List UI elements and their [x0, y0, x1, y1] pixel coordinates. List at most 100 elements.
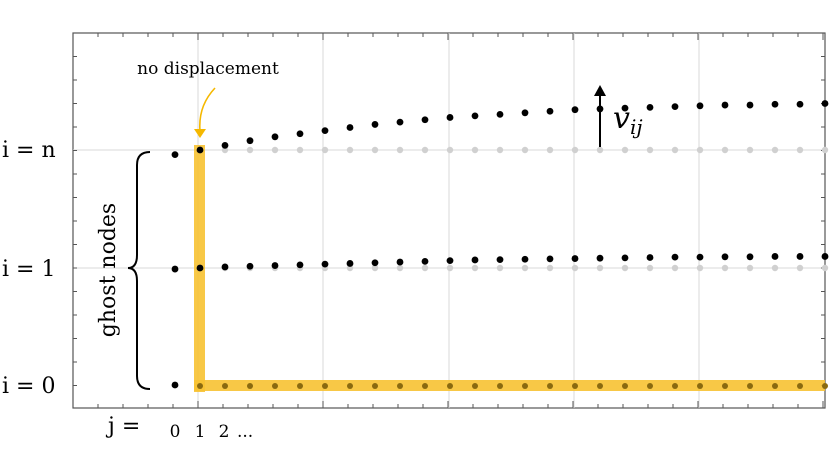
fixed-node-row-0 — [547, 383, 553, 389]
reference-node — [421, 264, 429, 272]
displaced-node — [296, 130, 304, 138]
reference-node — [821, 146, 829, 154]
fixed-node-row-0 — [472, 383, 478, 389]
fixed-node-row-0 — [347, 383, 353, 389]
reference-node — [596, 264, 604, 272]
displaced-node — [671, 103, 679, 110]
fixed-node-row-0 — [372, 383, 378, 389]
column-label-1: 1 — [195, 422, 206, 442]
displaced-node — [371, 259, 379, 267]
fixed-node-row-0 — [722, 383, 728, 389]
displaced-node — [571, 255, 579, 262]
displaced-node — [721, 101, 729, 109]
fixed-node-row-0 — [572, 383, 578, 389]
displaced-node — [346, 124, 354, 131]
displaced-node — [221, 141, 229, 149]
fixed-node-row-0 — [247, 383, 253, 389]
displaced-node — [746, 101, 754, 109]
reference-node — [346, 146, 354, 154]
displaced-node — [271, 262, 279, 269]
fixed-node-row-0 — [222, 383, 228, 389]
displaced-node — [171, 151, 179, 159]
reference-node — [546, 146, 554, 154]
no-displacement-label: no displacement — [137, 59, 279, 79]
displaced-node — [271, 133, 279, 141]
reference-node — [271, 146, 279, 154]
fixed-node-row-0 — [422, 383, 428, 389]
reference-node — [646, 146, 654, 154]
reference-node — [496, 264, 504, 272]
reference-node — [321, 146, 329, 154]
displaced-node — [721, 253, 729, 261]
fixed-node-row-0 — [397, 383, 403, 389]
reference-node — [721, 146, 729, 154]
reference-node — [571, 146, 579, 154]
reference-node — [696, 146, 704, 154]
reference-node — [696, 264, 704, 272]
no-displacement-arrow-line — [198, 87, 216, 132]
reference-node — [771, 264, 779, 272]
fixed-node-row-0 — [822, 383, 828, 389]
displaced-node — [746, 253, 754, 261]
column-label-prefix: j = — [105, 414, 140, 439]
reference-node — [646, 264, 654, 272]
displaced-node — [396, 258, 404, 266]
fixed-node-row-0 — [497, 383, 503, 389]
fixed-node-row-0 — [597, 383, 603, 389]
displaced-node — [321, 260, 329, 268]
displaced-node — [621, 254, 629, 262]
displaced-node — [621, 104, 629, 112]
row-label-n: i = n — [2, 138, 56, 163]
displaced-node — [446, 114, 454, 121]
reference-node — [396, 146, 404, 154]
reference-node — [496, 146, 504, 154]
reference-nodes — [196, 146, 829, 272]
reference-node — [571, 264, 579, 272]
displaced-node — [446, 257, 454, 265]
displaced-node — [821, 253, 829, 260]
displaced-node — [696, 253, 704, 261]
fixed-node-row-0 — [672, 383, 678, 389]
reference-node — [621, 264, 629, 272]
fixed-node-row-0 — [772, 383, 778, 389]
reference-node — [821, 264, 829, 272]
fixed-node-row-0 — [447, 383, 453, 389]
reference-node — [421, 146, 429, 154]
reference-node — [521, 264, 529, 272]
reference-node — [671, 146, 679, 154]
displaced-node — [671, 253, 679, 261]
fixed-node-row-0 — [522, 383, 528, 389]
displacement-symbol: v — [613, 101, 630, 136]
reference-node — [446, 264, 454, 272]
ghost-nodes-label: ghost nodes — [96, 203, 121, 337]
displaced-node — [246, 137, 254, 145]
reference-node — [546, 264, 554, 272]
displaced-node — [346, 260, 354, 267]
reference-node — [246, 146, 254, 154]
displaced-node — [771, 100, 779, 108]
displaced-node — [796, 100, 804, 108]
displaced-node — [546, 255, 554, 263]
ghost-node-row-0 — [171, 381, 179, 389]
displaced-node — [796, 253, 804, 260]
reference-node — [296, 146, 304, 154]
displaced-node — [521, 109, 529, 117]
reference-node — [521, 146, 529, 154]
reference-node — [796, 146, 804, 154]
displacement-label: vij — [613, 101, 643, 139]
reference-node — [596, 146, 604, 154]
reference-node — [746, 146, 754, 154]
displaced-node — [421, 257, 429, 265]
column-label-2: 2 — [219, 422, 230, 442]
fixed-node-row-0 — [297, 383, 303, 389]
displaced-node — [246, 262, 254, 270]
displaced-node — [396, 118, 404, 126]
displaced-node — [296, 261, 304, 269]
row-label-0: i = 0 — [2, 374, 55, 399]
displaced-node — [821, 100, 829, 107]
fixed-node-row-0 — [697, 383, 703, 389]
fixed-node-row-0 — [622, 383, 628, 389]
reference-node — [796, 264, 804, 272]
displaced-node — [321, 127, 329, 135]
